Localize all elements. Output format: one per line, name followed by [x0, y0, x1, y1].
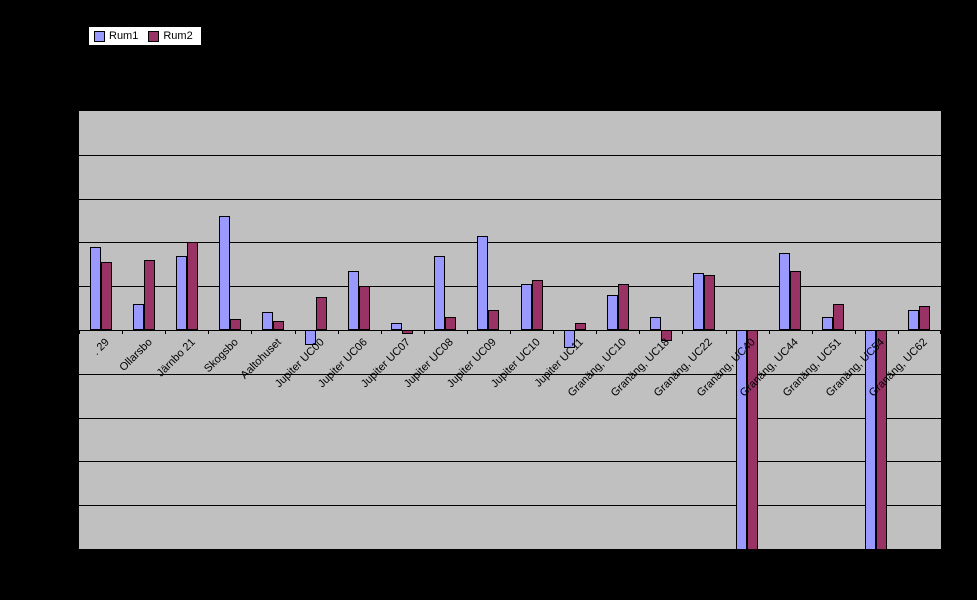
bar-rum2	[230, 319, 241, 330]
bar-rum2	[488, 310, 499, 330]
bar-rum2	[618, 284, 629, 330]
axis-tick	[682, 330, 683, 334]
bar-rum1	[90, 247, 101, 330]
axis-tick	[295, 330, 296, 334]
axis-tick	[596, 330, 597, 334]
bar-rum1	[779, 253, 790, 330]
bar-rum2	[316, 297, 327, 330]
bar-rum1	[477, 236, 488, 330]
axis-tick	[553, 330, 554, 334]
gridline	[79, 199, 941, 200]
axis-tick	[79, 330, 80, 334]
axis-tick	[940, 330, 941, 334]
axis-tick	[726, 330, 727, 334]
legend-item-rum2: Rum2	[148, 30, 193, 42]
bar-rum2	[833, 304, 844, 330]
bar-rum1	[434, 256, 445, 330]
rum1-swatch	[94, 30, 105, 42]
bar-rum1	[176, 256, 187, 330]
axis-tick	[812, 330, 813, 334]
axis-tick	[467, 330, 468, 334]
bar-rum2	[359, 286, 370, 330]
axis-tick	[769, 330, 770, 334]
bar-rum1	[607, 295, 618, 330]
gridline	[79, 242, 941, 243]
axis-tick	[122, 330, 123, 334]
axis-tick	[381, 330, 382, 334]
gridline	[79, 418, 941, 419]
bar-rum1	[262, 312, 273, 330]
bar-rum2	[790, 271, 801, 330]
bar-rum1	[521, 284, 532, 330]
axis-tick	[639, 330, 640, 334]
gridline	[79, 286, 941, 287]
bar-rum2	[704, 275, 715, 330]
bar-rum2	[747, 330, 758, 549]
bar-rum2	[144, 260, 155, 330]
axis-tick	[251, 330, 252, 334]
plot-area: . 29 Ollarsbo Järnbo 21 Skogsbo Aaltohuset Ju…	[78, 110, 942, 550]
gridline	[79, 505, 941, 506]
gridline	[79, 374, 941, 375]
axis-tick	[855, 330, 856, 334]
bar-rum1	[822, 317, 833, 330]
axis-tick	[898, 330, 899, 334]
bar-rum2	[187, 242, 198, 330]
bar-rum2	[273, 321, 284, 330]
bar-rum1	[348, 271, 359, 330]
bar-rum1	[650, 317, 661, 330]
axis-tick	[424, 330, 425, 334]
bar-rum1	[693, 273, 704, 330]
legend: Rum1 Rum2	[88, 26, 202, 46]
bar-rum2	[101, 262, 112, 330]
legend-label-rum1: Rum1	[109, 30, 139, 42]
axis-tick	[338, 330, 339, 334]
gridline	[79, 461, 941, 462]
axis-tick	[510, 330, 511, 334]
bar-rum2	[876, 330, 887, 549]
bar-rum1	[391, 323, 402, 330]
legend-item-rum1: Rum1	[94, 30, 138, 42]
rum2-swatch	[148, 30, 160, 42]
axis-tick	[165, 330, 166, 334]
bar-rum1	[133, 304, 144, 330]
bar-rum2	[532, 280, 543, 330]
bar-rum2	[919, 306, 930, 330]
bar-rum2	[445, 317, 456, 330]
axis-tick	[208, 330, 209, 334]
bar-rum2	[575, 323, 586, 330]
bar-rum1	[219, 216, 230, 330]
bar-rum1	[908, 310, 919, 330]
legend-label-rum2: Rum2	[163, 30, 193, 42]
gridline	[79, 155, 941, 156]
